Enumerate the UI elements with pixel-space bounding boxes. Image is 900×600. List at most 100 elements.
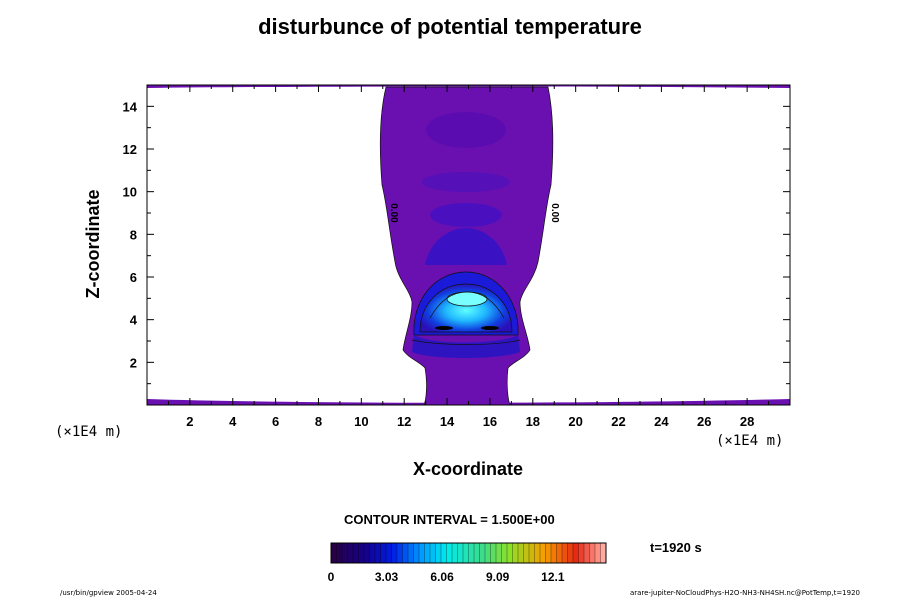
y-axis-label: Z-coordinate xyxy=(83,189,103,299)
x-tick-label: 4 xyxy=(229,414,237,429)
colorbar-cell xyxy=(413,542,420,564)
footer-command: /usr/bin/gpview 2005-04-24 xyxy=(60,589,157,597)
colorbar-cell xyxy=(589,542,596,564)
footer-source: arare-jupiter-NoCloudPhys-H2O-NH3-NH4SH.… xyxy=(629,589,860,597)
colorbar-cell xyxy=(583,542,590,564)
contour-label: 0.00 xyxy=(388,203,399,223)
field-bottom-band xyxy=(147,399,790,405)
colorbar xyxy=(330,542,607,564)
field-layer-mid xyxy=(422,172,510,192)
colorbar-cell xyxy=(440,542,447,564)
colorbar-cell xyxy=(572,542,579,564)
field-lower-band xyxy=(412,335,520,358)
colorbar-cell xyxy=(347,542,354,564)
x-tick-label: 6 xyxy=(272,414,279,429)
x-tick-label: 12 xyxy=(397,414,411,429)
colorbar-cell xyxy=(512,542,519,564)
x-tick-label: 26 xyxy=(697,414,711,429)
colorbar-tick-label: 12.1 xyxy=(541,570,565,584)
x-axis-unit: (×1E4 m) xyxy=(716,433,784,449)
colorbar-cell xyxy=(578,542,585,564)
colorbar-cell xyxy=(556,542,563,564)
colorbar-cell xyxy=(567,542,574,564)
contour-fill xyxy=(147,85,790,405)
y-tick-label: 4 xyxy=(130,313,138,328)
field-dark-spot-right xyxy=(481,326,499,330)
x-tick-label: 16 xyxy=(483,414,497,429)
colorbar-cell xyxy=(424,542,431,564)
y-tick-label: 2 xyxy=(130,355,137,370)
x-tick-label: 28 xyxy=(740,414,754,429)
colorbar-cell xyxy=(473,542,480,564)
y-tick-label: 12 xyxy=(123,142,137,157)
colorbar-cell xyxy=(446,542,453,564)
colorbar-cell xyxy=(358,542,365,564)
field-dark-spot-left xyxy=(435,326,453,330)
colorbar-cell xyxy=(484,542,491,564)
contour-labels: 0.00 0.00 xyxy=(388,203,560,223)
field-core xyxy=(419,283,513,333)
colorbar-cell xyxy=(545,542,552,564)
x-tick-label: 24 xyxy=(654,414,669,429)
x-tick-label: 10 xyxy=(354,414,368,429)
colorbar-cell xyxy=(451,542,458,564)
colorbar-cell xyxy=(369,542,376,564)
colorbar-cell xyxy=(523,542,530,564)
colorbar-cell xyxy=(435,542,442,564)
field-contour-line xyxy=(411,339,521,345)
colorbar-cell xyxy=(407,542,414,564)
colorbar-cell xyxy=(479,542,486,564)
chart-title: disturbunce of potential temperature xyxy=(258,14,642,39)
colorbar-cell xyxy=(462,542,469,564)
y-tick-label: 6 xyxy=(130,270,137,285)
colorbar-cell xyxy=(517,542,524,564)
colorbar-cell xyxy=(495,542,502,564)
colorbar-cell xyxy=(600,542,607,564)
colorbar-cell xyxy=(396,542,403,564)
x-tick-label: 2 xyxy=(186,414,193,429)
x-tick-label: 20 xyxy=(568,414,582,429)
colorbar-cell xyxy=(391,542,398,564)
x-tick-label: 22 xyxy=(611,414,625,429)
y-axis-ticks: 2 4 6 8 10 12 14 xyxy=(123,99,790,385)
x-axis-label: X-coordinate xyxy=(412,459,523,479)
field-shoulder xyxy=(425,228,507,265)
contour-interval-label: CONTOUR INTERVAL = 1.500E+00 xyxy=(344,512,555,527)
colorbar-tick-label: 9.09 xyxy=(486,570,510,584)
colorbar-cell xyxy=(539,542,546,564)
colorbar-cell xyxy=(528,542,535,564)
colorbar-cell xyxy=(418,542,425,564)
field-core-max xyxy=(446,291,488,307)
field-core-contour xyxy=(429,291,505,319)
colorbar-frame xyxy=(330,542,607,564)
y-axis-unit: (×1E4 m) xyxy=(55,424,123,440)
x-tick-label: 14 xyxy=(440,414,455,429)
colorbar-tick-label: 3.03 xyxy=(375,570,399,584)
colorbar-cell xyxy=(594,542,601,564)
field-layer-lower xyxy=(430,203,502,227)
colorbar-cell xyxy=(380,542,387,564)
x-axis-ticks: 2 4 6 8 10 12 14 16 18 20 22 24 26 28 xyxy=(167,85,770,429)
y-tick-label: 8 xyxy=(130,227,137,242)
colorbar-cell xyxy=(506,542,513,564)
colorbar-cell xyxy=(385,542,392,564)
colorbar-cell xyxy=(336,542,343,564)
colorbar-cell xyxy=(402,542,409,564)
colorbar-cell xyxy=(534,542,541,564)
colorbar-tick-label: 0 xyxy=(328,570,335,584)
x-tick-label: 18 xyxy=(526,414,540,429)
colorbar-cell xyxy=(429,542,436,564)
y-tick-label: 14 xyxy=(123,99,138,114)
colorbar-cell xyxy=(374,542,381,564)
time-label: t=1920 s xyxy=(650,540,702,555)
x-tick-label: 8 xyxy=(315,414,322,429)
y-tick-label: 10 xyxy=(123,185,137,200)
colorbar-cell xyxy=(561,542,568,564)
colorbar-tick-label: 6.06 xyxy=(430,570,454,584)
colorbar-cell xyxy=(341,542,348,564)
colorbar-cell xyxy=(468,542,475,564)
colorbar-cell xyxy=(490,542,497,564)
colorbar-cell xyxy=(501,542,508,564)
colorbar-cell xyxy=(352,542,359,564)
